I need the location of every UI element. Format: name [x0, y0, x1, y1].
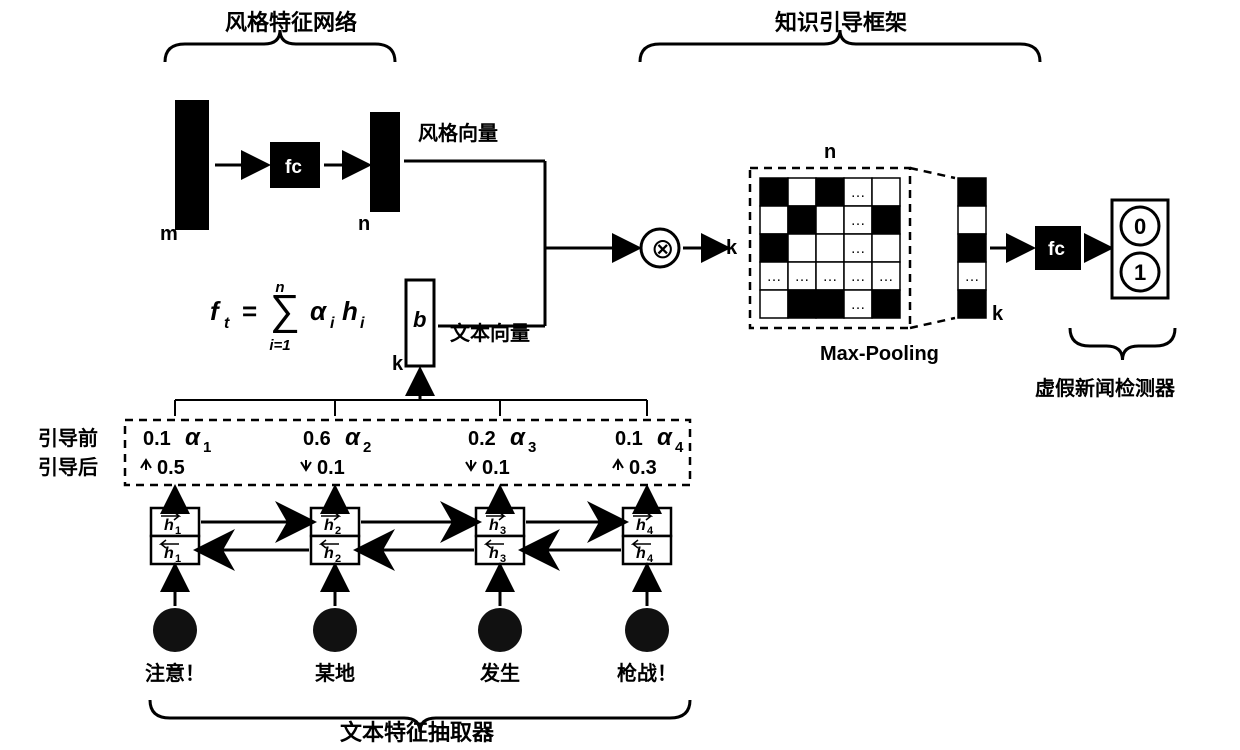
svg-text:α: α — [185, 424, 201, 451]
svg-text:4: 4 — [647, 553, 654, 565]
svg-text:f: f — [210, 296, 221, 326]
svg-text:b: b — [413, 307, 426, 332]
svg-text:风格向量: 风格向量 — [418, 121, 498, 145]
svg-text:1: 1 — [1134, 260, 1146, 285]
svg-text:1: 1 — [203, 439, 211, 456]
svg-text:=: = — [242, 296, 257, 326]
svg-text:k: k — [392, 353, 404, 375]
svg-text:4: 4 — [647, 525, 654, 537]
svg-text:0.1: 0.1 — [615, 428, 643, 450]
svg-text:Max-Pooling: Max-Pooling — [820, 343, 939, 365]
svg-text:2: 2 — [363, 439, 371, 456]
svg-text:引导后: 引导后 — [38, 456, 98, 479]
svg-text:…: … — [851, 212, 866, 229]
svg-text:1: 1 — [175, 553, 181, 565]
svg-text:…: … — [851, 240, 866, 257]
diagram-svg: 风格特征网络知识引导框架mfcn风格向量ft=∑ni=1αihibk文本向量⊗…… — [0, 0, 1240, 745]
svg-text:0.1: 0.1 — [317, 457, 345, 479]
svg-text:…: … — [965, 268, 980, 285]
svg-text:3: 3 — [500, 525, 506, 537]
svg-text:α: α — [310, 296, 328, 326]
svg-text:h: h — [489, 517, 499, 534]
svg-text:风格特征网络: 风格特征网络 — [225, 10, 357, 35]
svg-text:α: α — [345, 424, 361, 451]
svg-text:h: h — [489, 545, 499, 562]
svg-text:3: 3 — [528, 439, 536, 456]
svg-text:…: … — [851, 184, 866, 201]
svg-text:n: n — [275, 279, 284, 296]
svg-text:k: k — [992, 303, 1004, 325]
svg-text:2: 2 — [335, 553, 341, 565]
svg-text:…: … — [851, 296, 866, 313]
svg-text:t: t — [224, 315, 230, 332]
svg-text:h: h — [636, 545, 646, 562]
svg-text:1: 1 — [175, 525, 181, 537]
svg-text:0.1: 0.1 — [143, 428, 171, 450]
svg-text:n: n — [824, 141, 836, 163]
svg-text:注意！: 注意！ — [145, 661, 205, 685]
svg-text:3: 3 — [500, 553, 506, 565]
svg-text:虚假新闻检测器: 虚假新闻检测器 — [1035, 376, 1176, 400]
svg-text:文本特征抽取器: 文本特征抽取器 — [340, 720, 495, 745]
svg-text:fc: fc — [1048, 239, 1065, 260]
svg-text:α: α — [510, 424, 526, 451]
svg-text:n: n — [358, 213, 370, 235]
svg-text:…: … — [879, 268, 894, 285]
svg-text:α: α — [657, 424, 673, 451]
svg-text:0: 0 — [1134, 214, 1146, 239]
svg-text:i: i — [360, 315, 365, 332]
svg-text:发生: 发生 — [479, 661, 520, 685]
svg-text:m: m — [160, 223, 178, 245]
svg-text:h: h — [342, 296, 358, 326]
svg-text:0.5: 0.5 — [157, 457, 185, 479]
svg-text:…: … — [795, 268, 810, 285]
svg-text:k: k — [726, 237, 738, 259]
svg-text:引导前: 引导前 — [38, 426, 98, 450]
svg-text:h: h — [324, 545, 334, 562]
svg-text:…: … — [823, 268, 838, 285]
svg-text:h: h — [636, 517, 646, 534]
svg-text:h: h — [324, 517, 334, 534]
svg-text:i=1: i=1 — [269, 337, 290, 354]
svg-text:某地: 某地 — [315, 662, 355, 685]
svg-text:fc: fc — [285, 157, 302, 178]
svg-text:…: … — [851, 268, 866, 285]
svg-text:知识引导框架: 知识引导框架 — [775, 10, 907, 35]
svg-text:h: h — [164, 545, 174, 562]
svg-text:⊗: ⊗ — [651, 233, 674, 264]
svg-text:枪战！: 枪战！ — [617, 661, 677, 685]
svg-text:…: … — [767, 268, 782, 285]
svg-text:i: i — [330, 315, 335, 332]
svg-text:0.3: 0.3 — [629, 457, 657, 479]
svg-text:4: 4 — [675, 439, 684, 456]
svg-text:2: 2 — [335, 525, 341, 537]
svg-text:0.6: 0.6 — [303, 428, 331, 450]
svg-text:0.2: 0.2 — [468, 428, 496, 450]
svg-text:0.1: 0.1 — [482, 457, 510, 479]
svg-text:h: h — [164, 517, 174, 534]
